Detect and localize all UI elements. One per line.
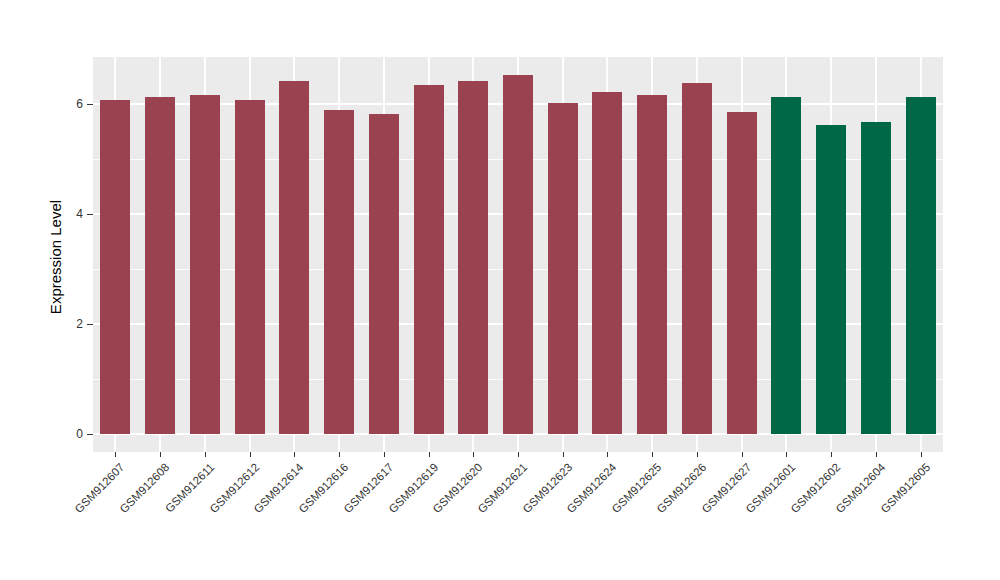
- bar-GSM912617: [369, 114, 399, 434]
- x-tick-GSM912604: [876, 452, 877, 457]
- plot-panel: [93, 57, 943, 452]
- x-tick-GSM912607: [115, 452, 116, 457]
- y-axis-title: Expression Level: [47, 137, 67, 377]
- x-tick-GSM912605: [921, 452, 922, 457]
- x-tick-GSM912602: [831, 452, 832, 457]
- bar-GSM912620: [458, 81, 488, 434]
- x-tick-GSM912611: [205, 452, 206, 457]
- x-tick-GSM912617: [384, 452, 385, 457]
- bar-GSM912611: [190, 95, 220, 434]
- bar-GSM912627: [727, 112, 757, 434]
- bar-GSM912623: [548, 103, 578, 434]
- x-tick-GSM912621: [518, 452, 519, 457]
- bar-GSM912601: [771, 97, 801, 434]
- x-tick-GSM912624: [607, 452, 608, 457]
- bar-GSM912602: [816, 125, 846, 434]
- bar-GSM912625: [637, 95, 667, 434]
- bar-GSM912621: [503, 75, 533, 434]
- x-tick-GSM912620: [473, 452, 474, 457]
- y-tick-label-2: 2: [53, 318, 83, 330]
- x-tick-GSM912601: [786, 452, 787, 457]
- x-tick-label-GSM912605: GSM912605: [782, 461, 932, 580]
- bar-GSM912624: [592, 92, 622, 434]
- bar-GSM912608: [145, 97, 175, 434]
- x-tick-GSM912626: [697, 452, 698, 457]
- bar-GSM912619: [414, 85, 444, 434]
- x-tick-GSM912614: [294, 452, 295, 457]
- x-tick-GSM912608: [160, 452, 161, 457]
- bar-chart-figure: Expression Level 0246 GSM912607GSM912608…: [0, 0, 1000, 580]
- x-tick-GSM912619: [429, 452, 430, 457]
- x-tick-GSM912627: [742, 452, 743, 457]
- bar-GSM912607: [100, 100, 130, 434]
- x-tick-GSM912623: [563, 452, 564, 457]
- bar-GSM912612: [235, 100, 265, 434]
- x-tick-GSM912616: [339, 452, 340, 457]
- bar-GSM912616: [324, 110, 354, 434]
- bar-GSM912605: [906, 97, 936, 434]
- x-tick-GSM912625: [652, 452, 653, 457]
- bar-GSM912626: [682, 83, 712, 434]
- y-tick-label-6: 6: [53, 98, 83, 110]
- x-tick-GSM912612: [250, 452, 251, 457]
- y-tick-label-4: 4: [53, 208, 83, 220]
- bar-GSM912614: [279, 81, 309, 434]
- y-tick-label-0: 0: [53, 428, 83, 440]
- bar-GSM912604: [861, 122, 891, 434]
